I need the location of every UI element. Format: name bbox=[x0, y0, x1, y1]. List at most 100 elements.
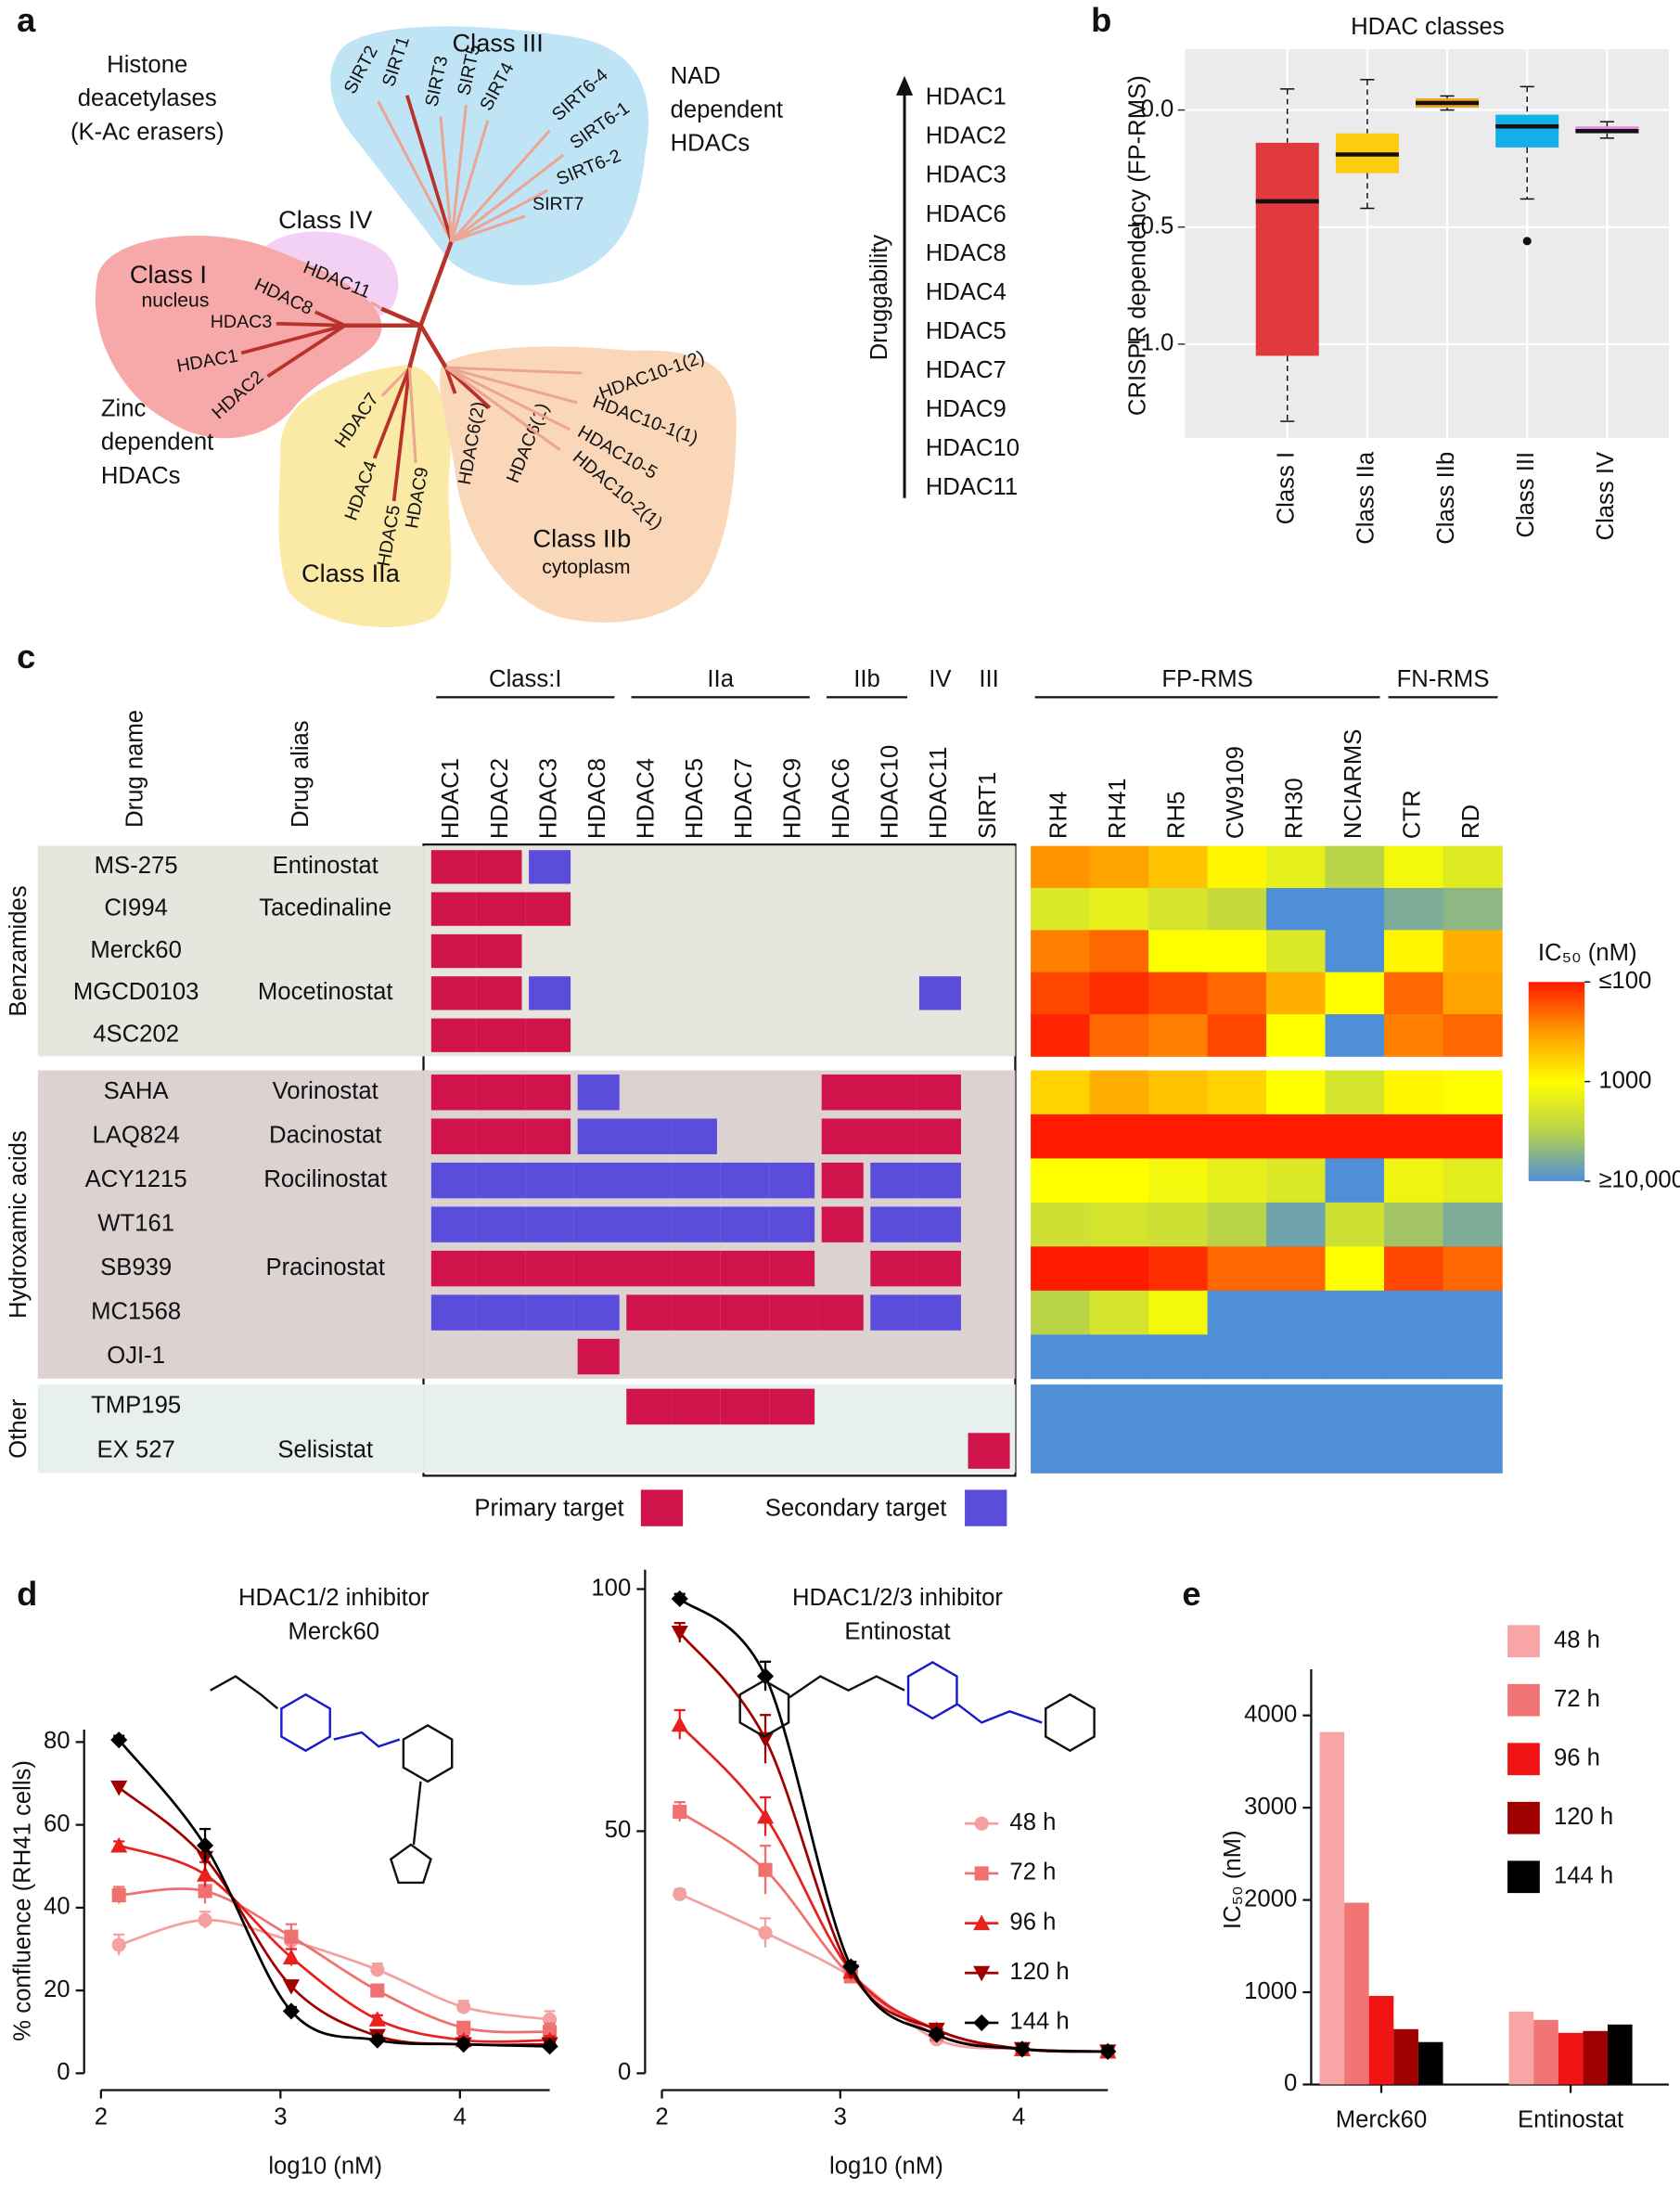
x-tick-label: 2 bbox=[655, 2104, 668, 2130]
druggability-rank: HDAC11 bbox=[926, 474, 1018, 500]
family-title: (K-Ac erasers) bbox=[71, 119, 224, 145]
target-cell bbox=[430, 892, 477, 926]
heat-cell bbox=[1089, 887, 1149, 931]
tree-branch bbox=[407, 325, 423, 368]
legend-swatch bbox=[1507, 1625, 1540, 1658]
legend-label: 120 h bbox=[1554, 1804, 1613, 1830]
group-header: FP-RMS bbox=[1161, 666, 1252, 692]
drug-alias: Pracinostat bbox=[265, 1255, 385, 1281]
legend-swatch bbox=[1507, 1683, 1540, 1717]
target-cell bbox=[476, 892, 526, 926]
druggability-rank: HDAC4 bbox=[926, 279, 1007, 305]
heat-cell bbox=[1266, 845, 1327, 889]
heat-cell bbox=[1031, 1158, 1091, 1203]
colorbar-tick-label: ≤100 bbox=[1598, 968, 1651, 994]
heat-cell bbox=[1207, 930, 1267, 973]
chart-title: HDAC1/2 inhibitor bbox=[238, 1585, 430, 1611]
y-tick-label: 60 bbox=[44, 1810, 71, 1836]
target-label: HDAC7 bbox=[731, 758, 757, 839]
marker bbox=[974, 1816, 989, 1831]
zinc-label: HDACs bbox=[101, 463, 181, 489]
target-cell bbox=[525, 1162, 574, 1199]
heat-cell bbox=[1325, 1158, 1385, 1203]
target-cell bbox=[430, 850, 477, 884]
heat-cell bbox=[1325, 887, 1385, 931]
legend-label: Secondary target bbox=[765, 1495, 947, 1521]
target-cell bbox=[672, 1118, 717, 1154]
target-cell bbox=[430, 933, 477, 969]
chart-title: HDAC1/2/3 inhibitor bbox=[792, 1585, 1003, 1611]
legend-swatch bbox=[1507, 1743, 1540, 1776]
heat-cell bbox=[1443, 1334, 1503, 1380]
marker bbox=[110, 1780, 128, 1796]
chart-subtitle: Merck60 bbox=[289, 1618, 380, 1644]
family-title: deacetylases bbox=[78, 85, 217, 111]
heat-cell bbox=[1266, 930, 1327, 973]
drug-name: SAHA bbox=[104, 1078, 170, 1104]
target-cell bbox=[476, 1018, 526, 1052]
target-label: SIRT1 bbox=[975, 772, 1001, 839]
target-cell bbox=[622, 1162, 673, 1199]
target-cell bbox=[769, 1294, 818, 1331]
heat-cell bbox=[1266, 887, 1327, 931]
tree-branch bbox=[450, 129, 551, 243]
class-header: IIb bbox=[853, 666, 880, 692]
drug-class-label: Benzamides bbox=[6, 885, 32, 1016]
tree-branch bbox=[407, 367, 417, 464]
bar bbox=[1393, 2028, 1418, 2085]
heat-cell bbox=[1089, 1202, 1149, 1247]
heat-cell bbox=[1266, 1334, 1327, 1380]
family-title: Histone bbox=[107, 52, 187, 78]
druggability-rank: HDAC5 bbox=[926, 318, 1007, 344]
tree-branch bbox=[266, 324, 346, 379]
leaf-label: HDAC3 bbox=[211, 312, 273, 332]
x-tick-label: 3 bbox=[274, 2104, 287, 2130]
target-cell bbox=[476, 1250, 526, 1287]
heat-cell bbox=[1443, 1428, 1503, 1474]
panel-label: d bbox=[17, 1575, 37, 1613]
legend-swatch bbox=[640, 1489, 684, 1526]
heat-cell bbox=[1089, 972, 1149, 1015]
heat-cell bbox=[1443, 845, 1503, 889]
heat-cell bbox=[1443, 1113, 1503, 1159]
panel-label: b bbox=[1091, 1, 1111, 39]
heat-cell bbox=[1031, 1014, 1091, 1057]
box bbox=[1495, 114, 1559, 148]
marker bbox=[673, 1886, 687, 1901]
target-cell bbox=[476, 1075, 526, 1111]
x-axis-label: log10 (nM) bbox=[268, 2153, 382, 2179]
y-tick-label: 0 bbox=[1284, 2070, 1297, 2096]
y-axis-label: IC₅₀ (nM) bbox=[1220, 1830, 1246, 1929]
heat-cell bbox=[1031, 1290, 1091, 1335]
marker bbox=[196, 1836, 214, 1855]
heat-cell bbox=[1266, 1290, 1327, 1335]
target-cell bbox=[430, 1118, 477, 1154]
tree-branch bbox=[444, 366, 561, 452]
target-cell bbox=[821, 1118, 867, 1154]
heat-cell bbox=[1031, 1384, 1091, 1430]
heat-cell bbox=[1207, 1428, 1267, 1474]
outlier bbox=[1522, 237, 1532, 246]
target-cell bbox=[866, 1118, 917, 1154]
target-label: HDAC2 bbox=[487, 758, 513, 839]
heat-cell bbox=[1148, 1158, 1209, 1203]
target-cell bbox=[870, 1162, 917, 1199]
colorbar-title: IC₅₀ (nM) bbox=[1538, 940, 1637, 966]
tree-branch bbox=[439, 116, 454, 242]
class-label: Class IIb bbox=[532, 523, 631, 552]
target-cell bbox=[476, 1206, 526, 1242]
tree-branch bbox=[451, 188, 549, 243]
x-tick-label: Class III bbox=[1513, 452, 1539, 538]
marker bbox=[456, 2000, 471, 2014]
marker bbox=[1099, 2042, 1117, 2060]
bar bbox=[1583, 2030, 1608, 2085]
structure-bond bbox=[333, 1731, 401, 1748]
heat-cell bbox=[1384, 1070, 1444, 1115]
heat-cell bbox=[1266, 1246, 1327, 1292]
target-cell bbox=[916, 1294, 961, 1331]
tree-branch bbox=[445, 366, 571, 431]
bar bbox=[1417, 2041, 1443, 2085]
heat-cell bbox=[1207, 1290, 1267, 1335]
x-tick-label: Class I bbox=[1274, 452, 1300, 525]
bar bbox=[1508, 2011, 1534, 2085]
